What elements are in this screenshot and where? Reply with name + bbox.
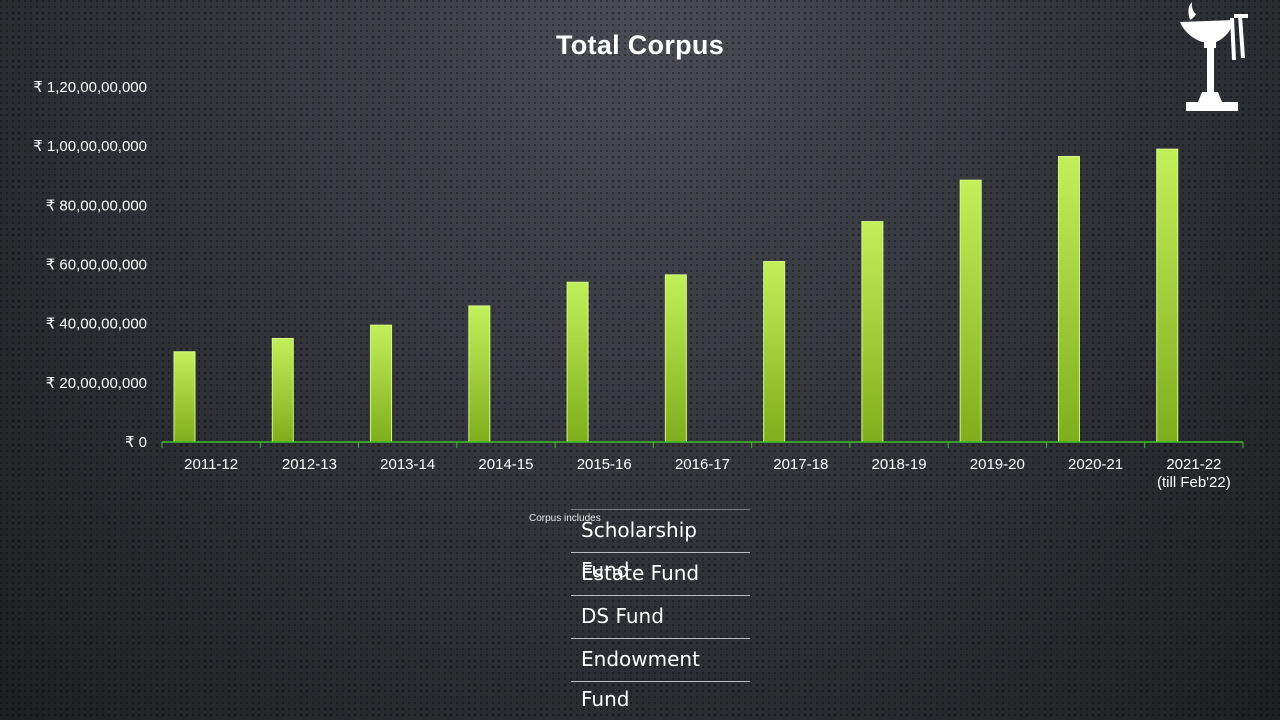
y-tick-label: ₹ 60,00,00,000 xyxy=(46,257,147,274)
y-tick-label: ₹ 0 xyxy=(125,434,147,451)
y-tick-label: ₹ 1,00,00,00,000 xyxy=(33,138,147,155)
y-tick-label: ₹ 80,00,00,000 xyxy=(46,197,147,214)
x-tick-label: 2011-12 xyxy=(184,456,238,473)
x-tick-label: 2017-18 xyxy=(773,456,828,473)
x-tick-label: 2021-22 (till Feb'22) xyxy=(1157,456,1231,491)
x-tick-label: 2016-17 xyxy=(675,456,730,473)
bar xyxy=(959,179,982,443)
fund-item-ds: DS Fund xyxy=(571,596,750,639)
x-tick-label: 2012-13 xyxy=(282,456,337,473)
fund-list: Scholarship Fund Estate Fund DS Fund End… xyxy=(571,509,750,711)
bar xyxy=(1156,148,1179,443)
y-tick-label: ₹ 1,20,00,00,000 xyxy=(33,79,147,96)
x-tick-label: 2013-14 xyxy=(380,456,435,473)
bar xyxy=(664,274,687,443)
chart-title: Total Corpus xyxy=(555,30,725,60)
bar xyxy=(566,281,589,443)
x-tick-label: 2018-19 xyxy=(872,456,927,473)
bar xyxy=(763,261,786,443)
bar xyxy=(468,305,491,443)
fund-item-estate: Estate Fund xyxy=(571,553,750,596)
x-tick-label: 2015-16 xyxy=(577,456,632,473)
fund-item-endowment: Endowment Fund xyxy=(571,639,750,711)
bar xyxy=(861,221,884,443)
bar xyxy=(370,324,393,443)
y-tick-label: ₹ 20,00,00,000 xyxy=(46,375,147,392)
x-tick-label: 2014-15 xyxy=(478,456,533,473)
corpus-includes-note: Corpus includes xyxy=(529,513,601,524)
bar xyxy=(173,351,196,443)
y-tick-label: ₹ 40,00,00,000 xyxy=(46,316,147,333)
bar xyxy=(1057,156,1080,443)
x-tick-label: 2020-21 xyxy=(1068,456,1123,473)
bar xyxy=(271,337,294,443)
x-tick-label: 2019-20 xyxy=(970,456,1025,473)
lamp-logo-icon xyxy=(1180,2,1248,111)
fund-item-scholarship: Scholarship Fund xyxy=(571,510,750,582)
